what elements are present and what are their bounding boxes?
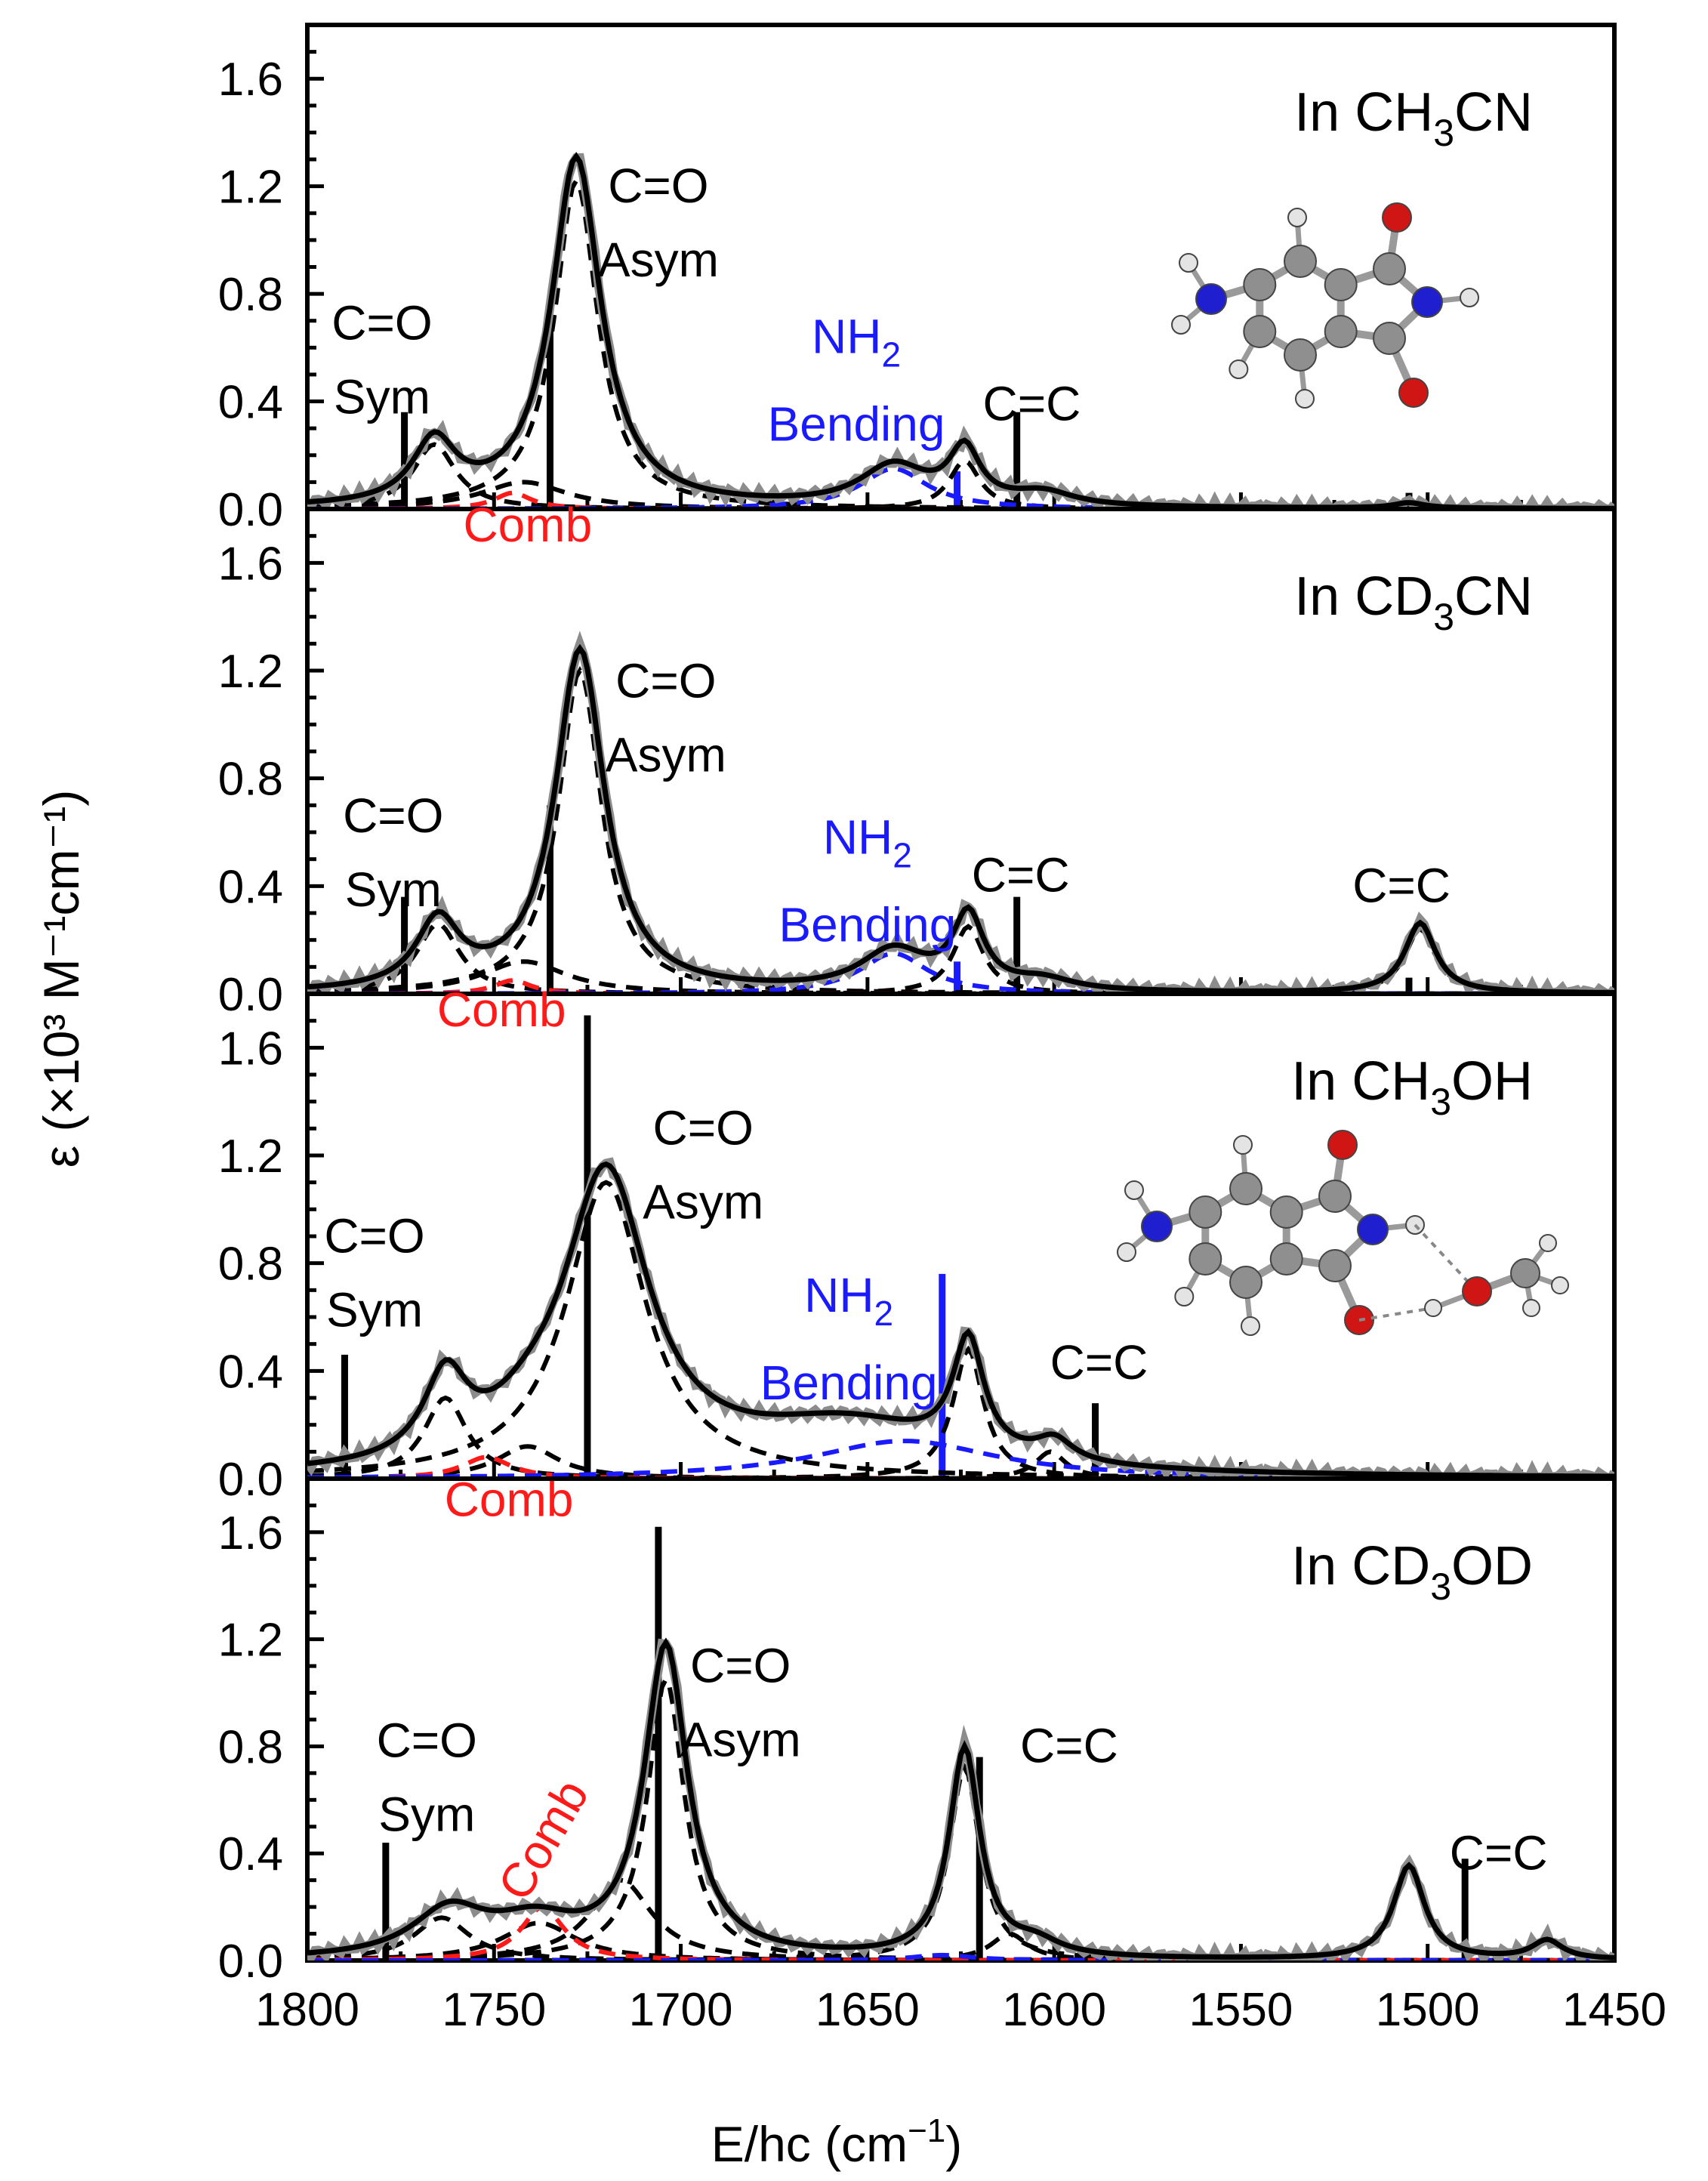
- y-tick-label: 0.0: [218, 484, 283, 536]
- label-subscript: 3: [1433, 112, 1454, 154]
- label-main: In CD: [1291, 1536, 1430, 1596]
- plot-area: [307, 1526, 1614, 1960]
- y-tick-label: 0.8: [218, 269, 283, 321]
- x-tick-label: 1600: [1002, 1984, 1106, 2036]
- annotation-cc1: C=C: [1020, 1719, 1118, 1773]
- y-tick-label: 0.8: [218, 1721, 283, 1773]
- y-tick-label: 0.4: [218, 1346, 283, 1398]
- label-subscript: 3: [1433, 596, 1454, 638]
- x-axis-title-main: E/hc (cm: [711, 2116, 908, 2172]
- plot-area: [307, 152, 1614, 509]
- panel-solvent-label: In CD3OD: [1291, 1536, 1533, 1608]
- annotation-coasym: C=O Asym: [606, 654, 726, 782]
- fitted-spectrum: [307, 152, 1614, 509]
- label-tail: OH: [1451, 1051, 1533, 1112]
- y-tick-label: 0.0: [218, 1454, 283, 1506]
- annotation-nh2: NH2 Bending: [760, 1268, 938, 1410]
- y-axis-title: ε (×10³ M⁻¹cm⁻¹): [33, 790, 89, 1168]
- plot-area: [307, 631, 1614, 994]
- annotation-cc2: C=C: [1450, 1825, 1548, 1880]
- annotation-comb2: Comb: [487, 1770, 599, 1909]
- annotation-cosym: C=O Sym: [331, 296, 432, 424]
- x-tick-label: 1650: [815, 1984, 920, 2036]
- annotation-coasym: C=O Asym: [643, 1101, 763, 1229]
- experimental-spectrum: [307, 1157, 1614, 1479]
- annotation-coasym: C=O Asym: [680, 1638, 801, 1766]
- annotation-comb1: Comb: [445, 1473, 574, 1527]
- y-tick-label: 0.0: [218, 969, 283, 1021]
- experimental-spectrum: [307, 1638, 1614, 1960]
- fitted-spectrum: [307, 643, 1614, 994]
- label-subscript: 3: [1430, 1081, 1451, 1123]
- annotation-nh2: NH2 Bending: [768, 309, 945, 451]
- x-tick-label: 1450: [1562, 1984, 1666, 2036]
- x-tick-label: 1750: [442, 1984, 546, 2036]
- y-tick-label: 0.8: [218, 754, 283, 806]
- x-axis-title-end: ): [945, 2116, 962, 2172]
- fitted-spectrum: [307, 1637, 1614, 1960]
- x-tick-label: 1500: [1376, 1984, 1480, 2036]
- y-tick-label: 1.6: [218, 538, 283, 590]
- label-main: In CD: [1294, 566, 1433, 627]
- x-axis-title: E/hc (cm−1): [711, 2112, 963, 2172]
- annotation-comb1: Comb: [437, 983, 566, 1037]
- label-tail: OD: [1451, 1536, 1533, 1596]
- label-subscript: 3: [1430, 1566, 1451, 1608]
- x-axis-title-sup: −1: [908, 2112, 945, 2149]
- annotation-cc1: C=C: [1050, 1335, 1148, 1390]
- experimental-spectrum: [307, 153, 1614, 509]
- y-tick-label: 1.2: [218, 1615, 283, 1667]
- x-tick-label: 1800: [255, 1984, 359, 2036]
- annotation-cc1: C=C: [972, 847, 1070, 902]
- annotation-cosym: C=O Sym: [324, 1208, 424, 1337]
- y-tick-label: 1.6: [218, 1023, 283, 1075]
- panel-2: 0.0 0.4 0.8 1.2 1.6 In CD3CN Comb C=O Sym C=O Asym…: [218, 498, 1617, 1021]
- panel-solvent-label: In CH3OH: [1291, 1051, 1533, 1123]
- y-tick-label: 0.4: [218, 861, 283, 913]
- y-tick-label: 1.2: [218, 646, 283, 698]
- label-tail: CN: [1454, 566, 1533, 627]
- fitted-spectrum: [307, 1161, 1614, 1479]
- label-main: In CH: [1291, 1051, 1430, 1112]
- x-axis: 1800 1750 1700 1650 1600 1550 1500 1450: [255, 1984, 1666, 2036]
- y-tick-label: 0.4: [218, 377, 283, 429]
- annotation-cosym: C=O Sym: [377, 1714, 477, 1842]
- label-main: In CH: [1294, 82, 1433, 143]
- component-curve-comb: [307, 978, 1614, 994]
- y-tick-label: 0.4: [218, 1828, 283, 1880]
- annotation-cc1: C=C: [983, 376, 1081, 430]
- component-curve-fit: [307, 1674, 1614, 1960]
- label-tail: CN: [1454, 82, 1533, 143]
- annotation-nh2: NH2 Bending: [778, 810, 956, 952]
- y-tick-label: 1.6: [218, 1507, 283, 1559]
- molecule-structure-methanol-complex: [1117, 1130, 1569, 1336]
- y-tick-label: 1.2: [218, 162, 283, 214]
- panel-solvent-label: In CD3CN: [1294, 566, 1533, 638]
- y-tick-label: 1.6: [218, 54, 283, 106]
- annotation-comb1: Comb: [463, 498, 592, 552]
- annotation-coasym: C=O Asym: [598, 159, 719, 287]
- panel-solvent-label: In CH3CN: [1294, 82, 1533, 154]
- component-curve-fit: [307, 176, 1614, 509]
- panel-3: 0.0 0.4 0.8 1.2 1.6 In CH3OH Comb C=O Sym C=O Asym…: [218, 983, 1617, 1506]
- annotation-cosym: C=O Sym: [343, 788, 443, 917]
- component-curve-nh2: [307, 1952, 1614, 1960]
- component-curve-fit: [307, 1345, 1614, 1479]
- annotation-cc2: C=C: [1352, 859, 1451, 913]
- x-tick-label: 1550: [1189, 1984, 1293, 2036]
- y-tick-label: 1.2: [218, 1131, 283, 1183]
- molecule-structure-acetonitrile: [1171, 202, 1479, 409]
- y-tick-label: 0.0: [218, 1936, 283, 1988]
- y-tick-label: 0.8: [218, 1239, 283, 1291]
- x-tick-label: 1700: [629, 1984, 733, 2036]
